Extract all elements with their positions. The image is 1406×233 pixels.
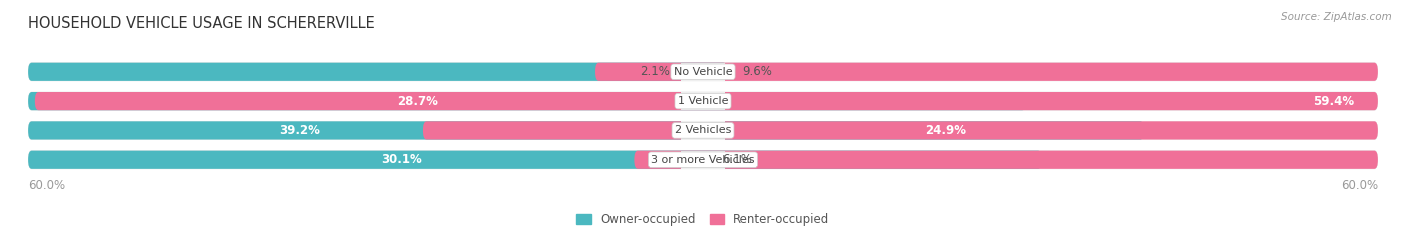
Legend: Owner-occupied, Renter-occupied: Owner-occupied, Renter-occupied bbox=[572, 208, 834, 231]
Text: 60.0%: 60.0% bbox=[28, 179, 65, 192]
FancyBboxPatch shape bbox=[28, 150, 1378, 169]
FancyBboxPatch shape bbox=[28, 151, 1042, 169]
FancyBboxPatch shape bbox=[423, 121, 1378, 140]
FancyBboxPatch shape bbox=[35, 92, 1378, 110]
FancyBboxPatch shape bbox=[28, 151, 1378, 169]
Text: 39.2%: 39.2% bbox=[278, 124, 319, 137]
FancyBboxPatch shape bbox=[28, 62, 1378, 81]
Text: 2.1%: 2.1% bbox=[641, 65, 671, 78]
Text: 24.9%: 24.9% bbox=[925, 124, 966, 137]
FancyBboxPatch shape bbox=[28, 63, 727, 81]
FancyBboxPatch shape bbox=[28, 92, 1378, 110]
FancyBboxPatch shape bbox=[634, 151, 1378, 169]
FancyBboxPatch shape bbox=[28, 121, 1378, 140]
Text: 9.6%: 9.6% bbox=[742, 65, 772, 78]
FancyBboxPatch shape bbox=[28, 121, 1144, 140]
Text: 59.4%: 59.4% bbox=[1313, 95, 1354, 108]
FancyBboxPatch shape bbox=[28, 92, 1378, 110]
Text: Source: ZipAtlas.com: Source: ZipAtlas.com bbox=[1281, 12, 1392, 22]
FancyBboxPatch shape bbox=[28, 92, 1026, 110]
Text: 60.0%: 60.0% bbox=[1341, 179, 1378, 192]
FancyBboxPatch shape bbox=[681, 151, 725, 169]
Text: 6.1%: 6.1% bbox=[723, 153, 752, 166]
Text: 1 Vehicle: 1 Vehicle bbox=[678, 96, 728, 106]
FancyBboxPatch shape bbox=[681, 92, 725, 110]
Text: 2 Vehicles: 2 Vehicles bbox=[675, 125, 731, 135]
FancyBboxPatch shape bbox=[681, 121, 725, 140]
FancyBboxPatch shape bbox=[595, 63, 1378, 81]
Text: 3 or more Vehicles: 3 or more Vehicles bbox=[651, 155, 755, 165]
Text: 28.7%: 28.7% bbox=[396, 95, 437, 108]
FancyBboxPatch shape bbox=[28, 121, 1378, 140]
Text: HOUSEHOLD VEHICLE USAGE IN SCHERERVILLE: HOUSEHOLD VEHICLE USAGE IN SCHERERVILLE bbox=[28, 16, 375, 31]
FancyBboxPatch shape bbox=[681, 63, 725, 81]
FancyBboxPatch shape bbox=[28, 63, 1378, 81]
Text: No Vehicle: No Vehicle bbox=[673, 67, 733, 77]
Text: 30.1%: 30.1% bbox=[381, 153, 422, 166]
